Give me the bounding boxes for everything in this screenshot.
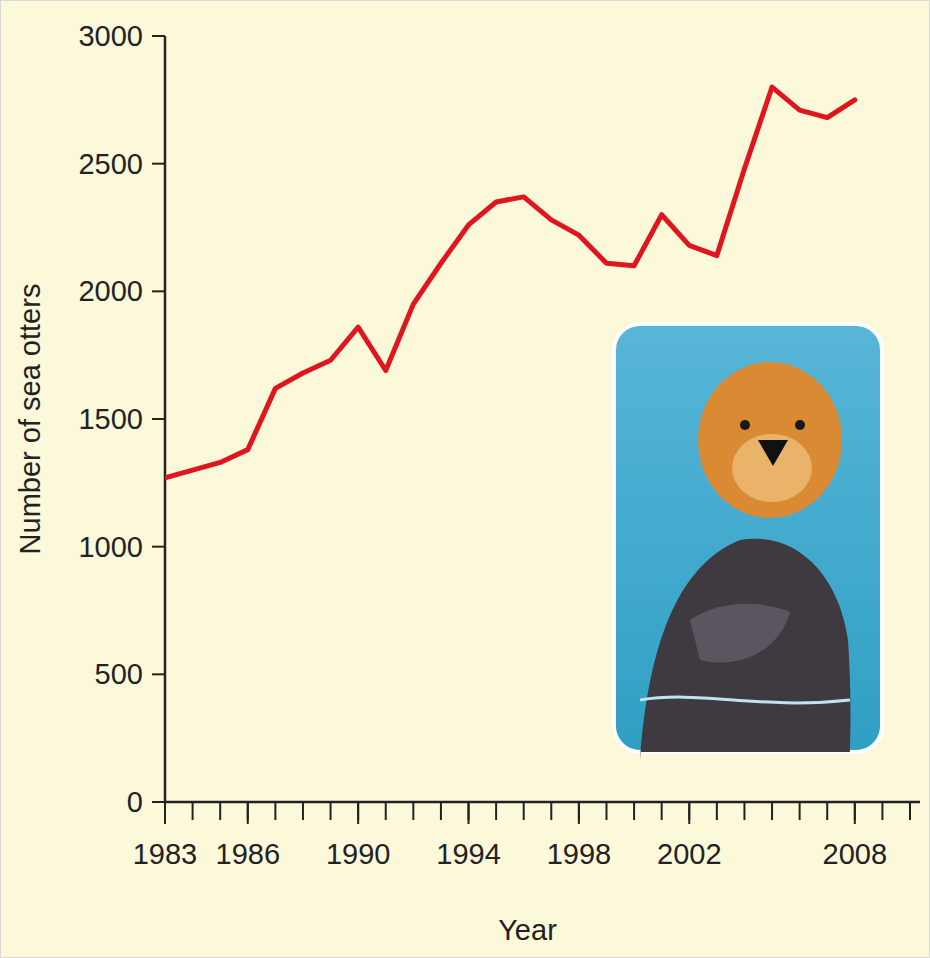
x-tick [357,802,359,824]
x-minor-tick [219,802,221,820]
y-tick [152,546,165,548]
x-minor-tick [633,802,635,820]
x-minor-tick [661,802,663,820]
x-minor-tick [799,802,801,820]
x-axis-line [165,801,920,804]
chart-root: 0 500 1000 1500 2000 2500 3000 1983 1986 1990 1994… [0,0,930,958]
y-tick-label: 1500 [78,403,143,435]
x-axis-title: Year [498,914,557,946]
water-ripple [640,697,850,703]
x-minor-tick [881,802,883,820]
plot-area [165,87,855,478]
otter-eye [740,420,750,430]
x-minor-tick [826,802,828,820]
x-minor-tick [550,802,552,820]
x-tick [164,802,166,824]
x-minor-tick [385,802,387,820]
otter-head [698,362,842,518]
y-tick-label: 0 [127,786,143,818]
otter-body [640,539,851,760]
y-tick-label: 500 [95,658,143,690]
x-minor-tick [192,802,194,820]
x-tick-label: 1990 [326,838,391,870]
y-tick [152,418,165,420]
x-minor-tick [495,802,497,820]
x-minor-tick [605,802,607,820]
y-tick [152,673,165,675]
x-minor-tick [909,802,911,820]
otter-picture [614,324,882,760]
background [0,0,930,958]
otter-nose [758,440,788,466]
y-tick [152,163,165,165]
y-axis-title: Number of sea otters [14,284,46,555]
x-minor-tick [302,802,304,820]
x-minor-tick [771,802,773,820]
y-tick [152,35,165,37]
y-tick-label: 2000 [78,275,143,307]
x-minor-tick [743,802,745,820]
x-tick [854,802,856,824]
x-minor-tick [412,802,414,820]
x-minor-tick [440,802,442,820]
x-tick-label: 1994 [436,838,501,870]
x-tick [688,802,690,824]
chart-svg: 0 500 1000 1500 2000 2500 3000 1983 1986 1990 1994… [0,0,930,958]
y-tick [152,290,165,292]
otter-eye [795,420,805,430]
y-tick-label: 2500 [78,148,143,180]
y-tick-label: 1000 [78,531,143,563]
x-tick-label: 1983 [133,838,198,870]
x-tick-label: 1998 [547,838,612,870]
x-tick [247,802,249,824]
y-tick [152,801,165,803]
axes: 0 500 1000 1500 2000 2500 3000 1983 1986 1990 1994… [78,20,920,870]
x-minor-tick [274,802,276,820]
x-minor-tick [523,802,525,820]
x-minor-tick [330,802,332,820]
x-minor-tick [716,802,718,820]
x-tick-label: 1986 [216,838,281,870]
x-tick-label: 2002 [657,838,722,870]
x-tick-label: 2008 [823,838,888,870]
x-tick [578,802,580,824]
otter-muzzle [732,434,812,502]
data-line [165,87,855,478]
x-tick [468,802,470,824]
y-tick-label: 3000 [78,20,143,52]
otter-paws [690,604,790,663]
